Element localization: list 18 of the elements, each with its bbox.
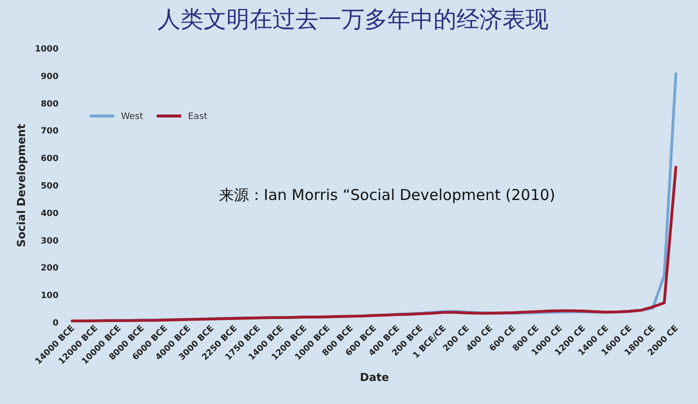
y-tick-label: 100 (40, 291, 59, 302)
x-axis-title: Date (360, 370, 390, 384)
y-tick-label: 400 (40, 208, 59, 219)
y-tick-label: 900 (40, 72, 59, 82)
legend-label: West (121, 112, 144, 122)
y-axis-title: Social Development (14, 124, 28, 248)
chart-title: 人类文明在过去一万多年中的经济表现 (158, 7, 548, 33)
y-tick-label: 700 (40, 126, 59, 137)
y-tick-label: 800 (40, 99, 59, 110)
y-tick-label: 200 (40, 264, 59, 274)
y-tick-label: 300 (40, 236, 59, 246)
y-tick-label: 600 (40, 154, 59, 164)
y-tick-label: 0 (52, 318, 59, 328)
annotation: 来源：Ian Morris “Social Development (2010) (218, 186, 556, 204)
line-series (70, 166, 678, 322)
legend-label: East (188, 112, 208, 122)
y-tick-label: 1000 (34, 44, 59, 54)
y-tick-label: 500 (40, 182, 59, 192)
